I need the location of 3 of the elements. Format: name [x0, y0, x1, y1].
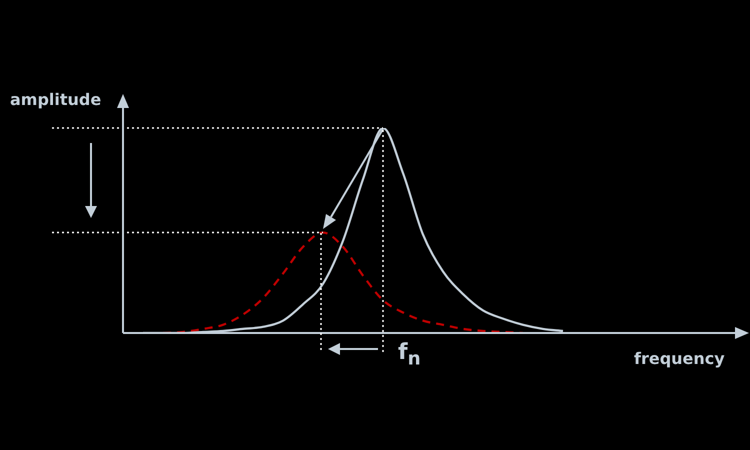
x-axis-title: frequency — [634, 349, 725, 368]
y-axis-title: amplitude — [10, 90, 102, 109]
text: f$_{n}$ — [398, 340, 421, 370]
